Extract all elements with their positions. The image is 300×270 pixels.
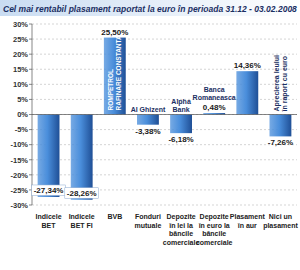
tick-mark	[29, 144, 32, 145]
tick-mark	[29, 99, 32, 100]
tick-label: 10%	[13, 80, 28, 89]
category-labels: Indicele BET Indicele BET FI BVB Fonduri mutua…	[36, 213, 299, 246]
grid-line	[32, 54, 297, 55]
category-label: Nici un plasament	[263, 213, 298, 230]
tick-mark	[29, 114, 32, 115]
grid-line	[32, 205, 297, 206]
tick-label: 20%	[13, 50, 28, 59]
data-label: -7,26%	[268, 138, 293, 147]
annotation-line: Alpha	[171, 98, 191, 106]
data-label: -3,38%	[135, 127, 160, 136]
category-label-line: comerciale	[163, 239, 200, 246]
tick-label: -5%	[15, 125, 29, 134]
category-label-line: BVB	[107, 213, 122, 220]
title: Cel mai rentabil plasament raportat la e…	[3, 4, 297, 14]
data-label: 14,36%	[234, 61, 261, 70]
category-label-line: Fonduri	[135, 213, 161, 220]
tick-mark	[29, 129, 32, 130]
category-label-line: comerciale	[196, 239, 233, 246]
category-label-line: mutuale	[135, 222, 162, 229]
bar	[270, 115, 292, 137]
category-label-line: BET FI	[71, 222, 93, 229]
annotation: Al Ghizent	[131, 106, 166, 113]
category-label-line: băncile	[202, 230, 226, 237]
category-label-line: Depozite	[200, 213, 229, 221]
grid-line	[32, 24, 297, 25]
annotation: ROMPETROLRAFINARE CONSTANTA	[107, 35, 122, 111]
tick-mark	[29, 84, 32, 85]
category-label-line: Plasament	[230, 213, 266, 220]
data-label: -6,18%	[168, 135, 193, 144]
annotation-line: Bank	[173, 106, 190, 113]
tick-label: -15%	[10, 156, 28, 165]
category-label-line: în aur	[237, 222, 257, 229]
tick-label: -20%	[10, 171, 28, 180]
annotation-line: Aprecierea leului	[273, 55, 281, 111]
category-label: Fonduri mutuale	[135, 213, 162, 229]
bar	[236, 71, 258, 114]
category-label-line: Nici un	[269, 213, 292, 220]
tick-mark	[29, 174, 32, 175]
category-label: Depoziteîn lei labăncile comerciale	[163, 213, 200, 246]
bar	[170, 115, 192, 134]
category-label: Plasament în aur	[230, 213, 266, 229]
category-label-line: Indicele	[36, 213, 62, 220]
category-label-line: BET	[42, 222, 57, 229]
data-label: 25,50%	[101, 28, 128, 37]
category-label-line: în lei la	[168, 222, 193, 229]
data-label: -27,34%	[34, 186, 64, 195]
category-label: Depoziteîn euro labăncile comerciale	[196, 213, 233, 246]
annotation-line: ROMPETROL	[107, 69, 114, 111]
zero-line	[32, 114, 297, 115]
tick-label: -25%	[10, 186, 28, 195]
annotation: Aprecierea leuluiîn raport cu euro	[273, 55, 289, 112]
chart: Cel mai rentabil plasament raportat la e…	[0, 0, 300, 270]
annotation-line: în raport cu euro	[281, 56, 289, 113]
category-label: Indicele BET FI	[69, 213, 95, 229]
tick-label: 25%	[13, 35, 28, 44]
annotation: BancaRomaneasca	[193, 86, 236, 101]
bar	[137, 115, 159, 125]
data-label: 0,48%	[203, 103, 226, 112]
annotation-line: Al Ghizent	[131, 106, 166, 113]
tick-label: -10%	[10, 140, 28, 149]
category-label: BVB	[107, 213, 122, 220]
annotation-line: Romaneasca	[193, 94, 236, 101]
tick-mark	[29, 159, 32, 160]
annotation: AlphaBank	[171, 98, 191, 113]
data-labels: -27,34%-28,26% 25,50% -3,38% -6,18% 0,48% 14,…	[32, 28, 293, 199]
tick-label: 15%	[13, 65, 28, 74]
tick-label: 5%	[17, 95, 28, 104]
annotation-line: Banca	[204, 86, 225, 93]
tick-label: -30%	[10, 201, 28, 210]
annotations: ROMPETROLRAFINARE CONSTANTA Al Ghizent Alp…	[107, 35, 289, 113]
data-label: -28,26%	[67, 189, 97, 198]
title-background	[0, 0, 300, 16]
category-label-line: Indicele	[69, 213, 95, 220]
tick-label: 0%	[17, 110, 28, 119]
tick-mark	[29, 24, 32, 25]
grid	[29, 24, 297, 205]
grid-line	[32, 114, 297, 115]
bar	[38, 115, 60, 197]
grid-line	[32, 39, 297, 40]
bars	[38, 38, 292, 200]
category-label: Indicele BET	[36, 213, 62, 229]
category-label-line: Depozite	[166, 213, 195, 221]
data-label-box	[65, 188, 99, 199]
bar	[71, 115, 93, 200]
tick-mark	[29, 39, 32, 40]
tick-mark	[29, 69, 32, 70]
tick-label: 30%	[13, 20, 28, 29]
tick-mark	[29, 205, 32, 206]
category-label-line: băncile	[169, 230, 193, 237]
category-label-line: plasament	[263, 222, 298, 230]
annotation-line: RAFINARE CONSTANTA	[115, 35, 122, 111]
data-label-box	[32, 185, 66, 196]
category-label-line: în euro la	[198, 222, 230, 229]
tick-mark	[29, 54, 32, 55]
